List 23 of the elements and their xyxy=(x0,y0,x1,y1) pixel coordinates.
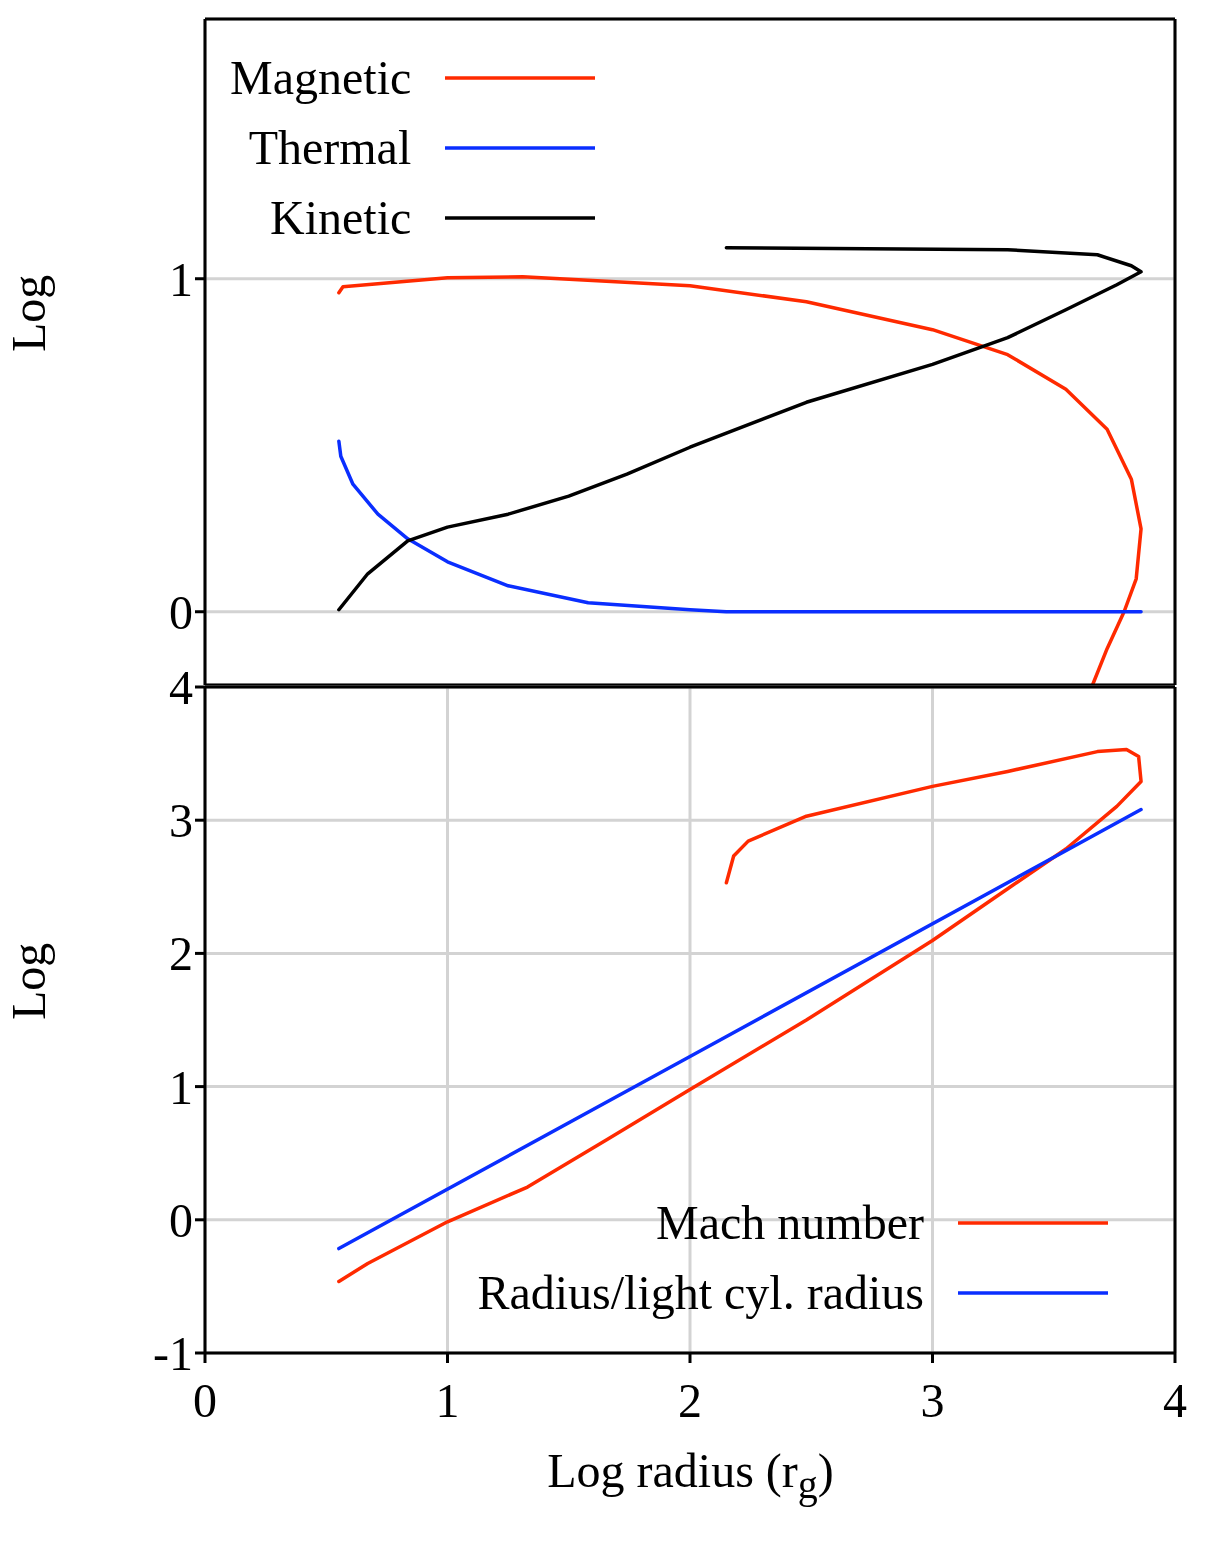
y-tick-label: -1 xyxy=(153,1327,193,1381)
y-tick-label: 3 xyxy=(169,794,193,848)
x-tick-label: 4 xyxy=(1163,1374,1187,1428)
legend-label: Radius/light cyl. radius xyxy=(477,1265,924,1321)
x-tick-label: 3 xyxy=(920,1374,945,1428)
x-tick-label: 2 xyxy=(678,1374,702,1428)
x-tick-label: 1 xyxy=(435,1374,460,1428)
y-tick-label: 0 xyxy=(169,585,193,639)
y-axis-title: Log xyxy=(2,274,56,352)
legend-label: Kinetic xyxy=(269,190,412,246)
line-series xyxy=(337,246,1143,612)
y-tick-label: 0 xyxy=(169,1193,193,1247)
legend-label: Magnetic xyxy=(230,50,412,106)
legend-label: Mach number xyxy=(656,1195,924,1251)
y-tick-label: 1 xyxy=(169,252,193,306)
y-tick-label: 4 xyxy=(169,661,193,715)
x-axis-title: Log radius (r$_{g}$) xyxy=(546,1443,835,1508)
legend-label: Thermal xyxy=(248,120,412,176)
y-axis-title: Log xyxy=(2,942,56,1020)
y-tick-label: 2 xyxy=(169,927,193,981)
y-tick-label: 1 xyxy=(169,1060,193,1114)
line-series xyxy=(337,439,1143,614)
line-series xyxy=(337,274,1143,685)
